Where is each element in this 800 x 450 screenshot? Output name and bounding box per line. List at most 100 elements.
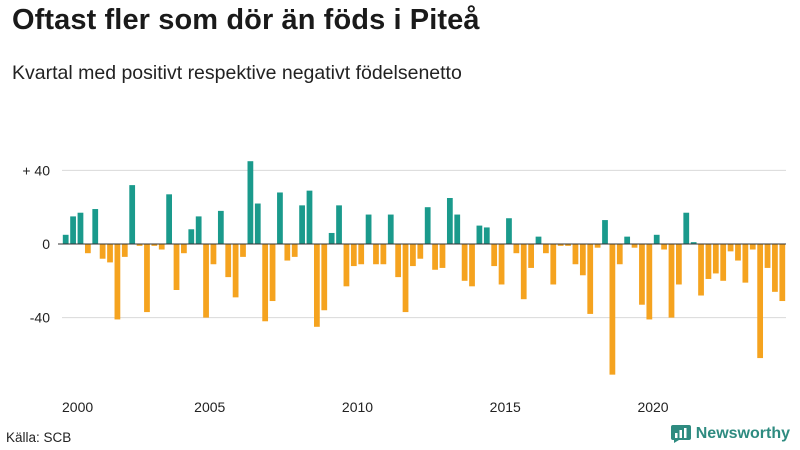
bar [579,244,586,276]
bar [491,244,498,267]
bar [92,209,99,244]
bar [446,198,453,244]
bar [565,244,571,246]
x-tick-label: 2020 [637,399,668,415]
bar [173,244,180,290]
bar [254,203,261,244]
bar [336,205,342,244]
bar [358,244,365,265]
x-tick-label: 2010 [342,399,373,415]
bar [424,207,431,244]
bar [498,244,505,285]
y-axis-ticks: + 40 0 -40 [22,162,50,325]
bar [299,205,305,244]
bar [195,216,202,244]
bar [321,244,328,311]
gridlines [62,169,786,319]
bar [757,244,764,359]
bar [291,244,298,257]
bar [742,244,749,283]
bar [690,242,697,244]
bar [616,244,623,265]
bar [158,244,165,250]
bar [432,244,438,270]
bar [779,244,786,302]
bar [217,210,224,244]
bar [114,244,121,320]
bar [720,244,727,281]
bar [520,244,527,300]
bar [129,185,136,244]
bar [144,244,150,313]
x-tick-label: 2000 [62,399,93,415]
bar [77,212,84,244]
bar [602,220,608,244]
bar [653,234,660,244]
y-tick-label: -40 [30,310,50,326]
bar [439,244,446,268]
bar [99,244,106,259]
bar [683,212,690,244]
bar [151,244,158,246]
x-axis-ticks: 2000 2005 2010 2015 2020 [62,399,669,415]
bar [483,227,490,244]
bar [84,244,91,254]
bar [225,244,232,278]
bar [469,244,475,287]
bar [62,234,69,244]
bar [247,161,254,244]
bar [395,244,402,278]
bar [550,244,557,285]
bar [772,244,778,292]
bar [476,225,483,244]
bar [631,244,638,248]
brand-name: Newsworthy [695,425,790,442]
chart-title: Oftast fler som dör än föds i Piteå [12,4,480,36]
bar [410,244,416,267]
bar [587,244,594,314]
bar [232,244,239,298]
y-tick-label: + 40 [22,162,50,178]
x-tick-label: 2015 [490,399,521,415]
bar [705,244,712,279]
bar [639,244,645,305]
bar [402,244,409,313]
bar [343,244,350,287]
bar [461,244,468,281]
brand-logo[interactable]: Newsworthy [670,425,790,443]
bar [513,244,520,254]
bar [203,244,209,318]
bar [698,244,704,296]
bar [676,244,682,285]
bar [543,244,549,254]
bar [181,244,187,254]
bar [70,216,76,244]
bar [121,244,128,257]
bar [535,236,542,244]
bar [284,244,291,261]
bar [188,229,195,244]
bar [328,232,335,244]
x-tick-label: 2005 [194,399,225,415]
bar [210,244,217,265]
bar [668,244,675,318]
bar [712,244,719,274]
bar [350,244,357,267]
bar [557,244,564,246]
y-tick-label: 0 [42,236,50,252]
bar [417,244,424,259]
bar [764,244,771,268]
bar [528,244,534,268]
bar [240,244,246,257]
bar [454,214,461,244]
bar [661,244,667,250]
bar [572,244,579,265]
bar [269,244,276,302]
bar [594,244,601,248]
bar [646,244,653,320]
bar-chart-logo-icon [670,425,691,443]
bar [609,244,616,375]
source-note: Källa: SCB [6,430,72,445]
bar [380,244,387,265]
